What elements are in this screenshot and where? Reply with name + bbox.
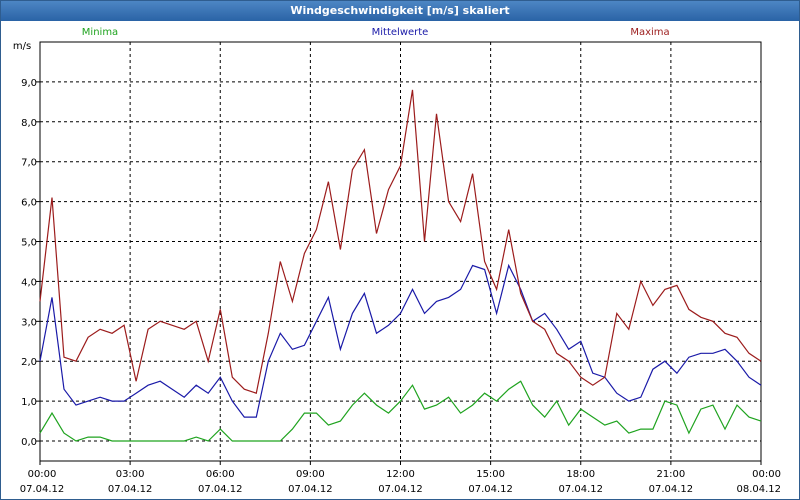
wind-speed-chart: m/s 0,0 1,0 2,0 3,0 4,0 5,0 6,0 7,0 8,0 9,0 00:00 07… (13, 27, 781, 495)
y-tick-label: 2,0 (21, 357, 37, 368)
legend: Minima Mittelwerte Maxima (82, 27, 670, 38)
x-tick-date: 07.04.12 (558, 484, 603, 495)
y-tick-label: 7,0 (21, 158, 37, 169)
axis-ticks: m/s 0,0 1,0 2,0 3,0 4,0 5,0 6,0 7,0 8,0 9,0 00:00 07… (13, 41, 781, 495)
series-line-maxima (39, 89, 762, 394)
x-tick-date: 07.04.12 (20, 484, 65, 495)
x-tick-date: 07.04.12 (198, 484, 243, 495)
y-tick-label: 4,0 (21, 277, 37, 288)
x-tick-date: 07.04.12 (288, 484, 333, 495)
x-tick-time: 12:00 (386, 469, 415, 480)
x-tick-time: 06:00 (206, 469, 235, 480)
window-title: Windgeschwindigkeit [m/s] skaliert (1, 1, 799, 21)
x-tick-time: 03:00 (116, 469, 145, 480)
y-axis-label: m/s (13, 41, 31, 52)
y-tick-label: 6,0 (21, 198, 37, 209)
series-line-mittelwerte (39, 263, 762, 418)
x-tick-date: 07.04.12 (468, 484, 513, 495)
x-tick-time: 09:00 (296, 469, 325, 480)
x-tick-time: 00:00 (752, 469, 781, 480)
y-tick-label: 8,0 (21, 118, 37, 129)
y-tick-label: 5,0 (21, 238, 37, 249)
y-tick-label: 1,0 (21, 397, 37, 408)
x-tick-time: 18:00 (566, 469, 595, 480)
y-tick-label: 0,0 (21, 437, 37, 448)
x-tick-time: 15:00 (476, 469, 505, 480)
data-lines (39, 89, 762, 442)
legend-minima: Minima (82, 27, 118, 38)
y-tick-label: 9,0 (21, 78, 37, 89)
x-tick-time: 21:00 (656, 469, 685, 480)
legend-maxima: Maxima (630, 27, 669, 38)
x-tick-time: 00:00 (28, 469, 57, 480)
legend-mittelwerte: Mittelwerte (372, 27, 429, 38)
x-tick-date: 07.04.12 (108, 484, 153, 495)
series-line-minima (39, 380, 762, 442)
x-tick-date: 07.04.12 (649, 484, 694, 495)
x-tick-date: 08.04.12 (736, 484, 781, 495)
x-tick-date: 07.04.12 (378, 484, 423, 495)
y-tick-label: 3,0 (21, 317, 37, 328)
